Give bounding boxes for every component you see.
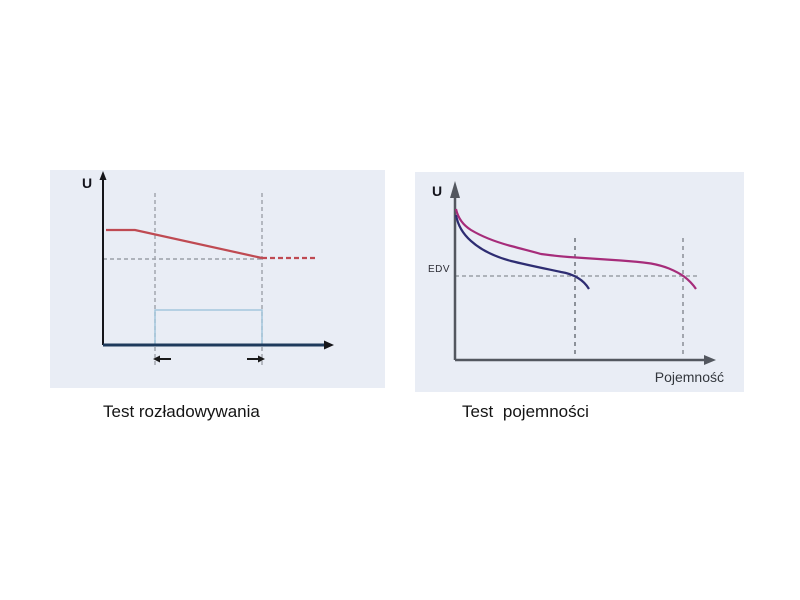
y-axis-label: U — [432, 183, 443, 199]
y-axis-label: U — [82, 175, 93, 191]
discharge-test-caption: Test rozładowywania — [103, 402, 260, 421]
load-pulse-line — [154, 309, 263, 345]
capacity-curve-high — [454, 208, 697, 290]
x-axis-label: Pojemność — [654, 369, 724, 385]
discharge-test-plot — [99, 171, 334, 368]
interval-arrow-right-head-icon — [258, 355, 265, 363]
capacity-curve-low — [454, 214, 590, 290]
edv-annotation: EDV — [427, 264, 450, 275]
x-axis-arrowhead-icon — [324, 340, 334, 350]
x-axis-arrowhead-icon — [704, 355, 716, 365]
y-axis-arrowhead-icon — [450, 181, 460, 198]
capacity-test-caption: Test pojemności — [462, 402, 589, 421]
interval-arrow-left-head-icon — [153, 355, 160, 363]
capacity-test-chart-panel: U EDV Pojemność — [415, 172, 744, 392]
y-axis-arrowhead-icon — [99, 171, 107, 180]
battery-voltage-curve — [106, 228, 263, 260]
capacity-test-plot — [450, 181, 716, 365]
discharge-test-chart-panel: U — [50, 170, 385, 388]
